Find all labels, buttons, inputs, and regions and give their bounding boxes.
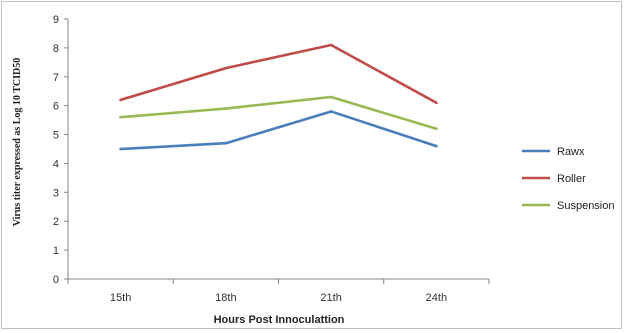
data-point-rawx bbox=[435, 144, 438, 148]
data-point-rawx bbox=[329, 110, 333, 113]
y-tick-label: 3 bbox=[53, 187, 59, 199]
data-point-roller bbox=[435, 101, 438, 105]
x-axis-ticks: 15th 18th 21th 24th bbox=[67, 279, 490, 304]
legend-label-roller: Roller bbox=[557, 173, 586, 185]
y-tick-label: 6 bbox=[53, 101, 59, 113]
data-point-suspension bbox=[435, 127, 438, 131]
y-tick-label: 7 bbox=[53, 72, 59, 84]
data-point-roller bbox=[329, 43, 333, 47]
line-chart: 0 1 2 3 4 5 6 7 8 9 15th 18th 21th 24th Rawx Roller Su… bbox=[12, 14, 615, 326]
y-axis-title: Virus titer expressed as Log 10 TCID50 bbox=[12, 58, 23, 227]
axes bbox=[67, 19, 489, 280]
y-tick-label: 9 bbox=[53, 14, 59, 26]
data-point-rawx bbox=[119, 147, 122, 151]
x-tick-label: 18th bbox=[215, 292, 236, 304]
data-point-suspension bbox=[224, 107, 228, 110]
series-lines bbox=[119, 43, 438, 151]
y-tick-label: 1 bbox=[53, 245, 59, 257]
series-line-rawx bbox=[119, 110, 438, 151]
data-point-rawx bbox=[224, 141, 228, 145]
x-tick-label: 15th bbox=[110, 292, 131, 304]
x-tick-label: 21th bbox=[320, 292, 341, 304]
data-point-roller bbox=[119, 98, 122, 102]
y-tick-label: 5 bbox=[53, 130, 59, 142]
y-tick-label: 0 bbox=[53, 274, 59, 286]
series-line-roller bbox=[119, 43, 438, 105]
data-point-suspension bbox=[119, 115, 122, 119]
y-tick-label: 4 bbox=[53, 158, 59, 170]
legend-label-suspension: Suspension bbox=[557, 200, 615, 212]
series-line-suspension bbox=[119, 95, 438, 131]
y-tick-label: 2 bbox=[53, 216, 59, 228]
x-axis-title: Hours Post Innoculattion bbox=[214, 314, 345, 326]
data-point-roller bbox=[224, 66, 228, 70]
y-tick-label: 8 bbox=[53, 43, 59, 55]
x-tick-label: 24th bbox=[426, 292, 447, 304]
y-axis-ticks: 0 1 2 3 4 5 6 7 8 9 bbox=[53, 14, 68, 286]
data-point-suspension bbox=[329, 95, 333, 99]
legend-label-rawx: Rawx bbox=[557, 146, 585, 158]
legend: Rawx Roller Suspension bbox=[522, 146, 615, 212]
